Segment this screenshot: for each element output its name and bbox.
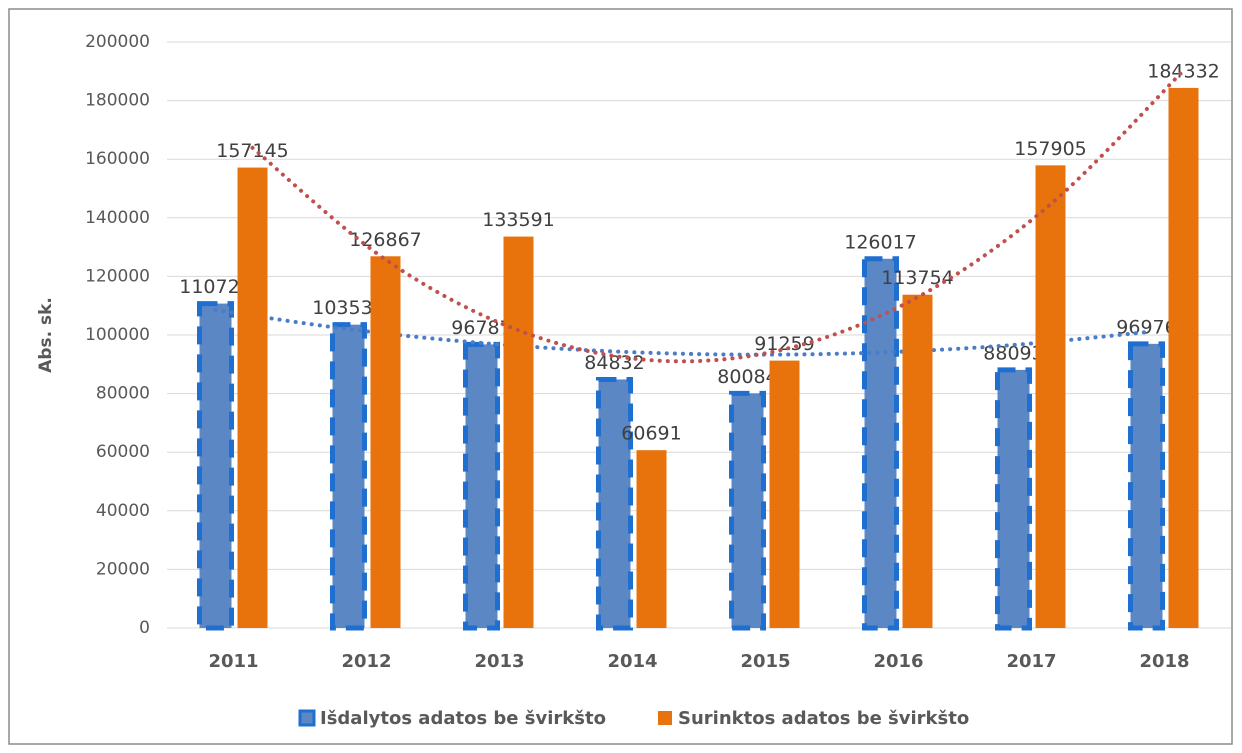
legend-label: Išdalytos adatos be švirkšto <box>320 708 606 729</box>
bar <box>862 256 899 631</box>
y-tick-label: 120000 <box>85 266 150 286</box>
legend-swatch <box>298 709 316 727</box>
trendline <box>250 68 1186 364</box>
bar <box>330 322 367 631</box>
data-label: 126867 <box>349 229 422 251</box>
y-tick-label: 40000 <box>96 501 150 521</box>
legend-label: Surinktos adatos be švirkšto <box>678 708 969 729</box>
bar <box>463 341 500 631</box>
y-axis-label: Abs. sk. <box>36 297 56 373</box>
y-tick-label: 140000 <box>85 208 150 228</box>
y-tick-label: 80000 <box>96 384 150 404</box>
y-tick-label: 0 <box>139 618 150 638</box>
data-label: 96787 <box>451 317 511 339</box>
y-tick-label: 100000 <box>85 325 150 345</box>
bar <box>769 360 800 628</box>
x-tick-label: 2012 <box>341 651 391 672</box>
bar <box>237 167 268 628</box>
x-tick-label: 2015 <box>740 651 790 672</box>
bar <box>1128 341 1165 631</box>
trendline <box>213 308 1149 357</box>
bar <box>729 390 766 631</box>
bar <box>902 294 933 628</box>
data-label: 96976 <box>1116 316 1176 338</box>
x-tick-label: 2013 <box>474 651 524 672</box>
x-tick-label: 2018 <box>1139 651 1189 672</box>
bar <box>596 376 633 631</box>
legend-swatch <box>658 711 672 725</box>
data-label: 84832 <box>584 352 644 374</box>
data-label: 91259 <box>754 333 814 355</box>
bar <box>197 301 234 631</box>
bar <box>636 450 667 628</box>
data-label: 103536 <box>312 297 385 319</box>
data-label: 126017 <box>844 231 917 253</box>
bar <box>1168 87 1199 629</box>
x-tick-label: 2011 <box>208 651 258 672</box>
y-tick-label: 60000 <box>96 442 150 462</box>
data-label: 60691 <box>621 423 681 445</box>
x-tick-label: 2016 <box>873 651 923 672</box>
data-label: 133591 <box>482 209 555 231</box>
data-label: 80084 <box>717 366 777 388</box>
data-label: 113754 <box>881 267 954 289</box>
y-tick-label: 180000 <box>85 91 150 111</box>
data-label: 157905 <box>1014 138 1087 160</box>
data-label: 157145 <box>216 140 289 162</box>
x-tick-label: 2017 <box>1006 651 1056 672</box>
y-tick-label: 20000 <box>96 559 150 579</box>
x-tick-label: 2014 <box>607 651 657 672</box>
y-tick-label: 160000 <box>85 149 150 169</box>
y-tick-label: 200000 <box>85 32 150 52</box>
data-label: 110726 <box>179 276 252 298</box>
bar <box>503 236 534 628</box>
bar <box>995 367 1032 631</box>
bar <box>370 256 401 628</box>
data-label: 184332 <box>1147 60 1220 82</box>
bar <box>1035 165 1066 628</box>
